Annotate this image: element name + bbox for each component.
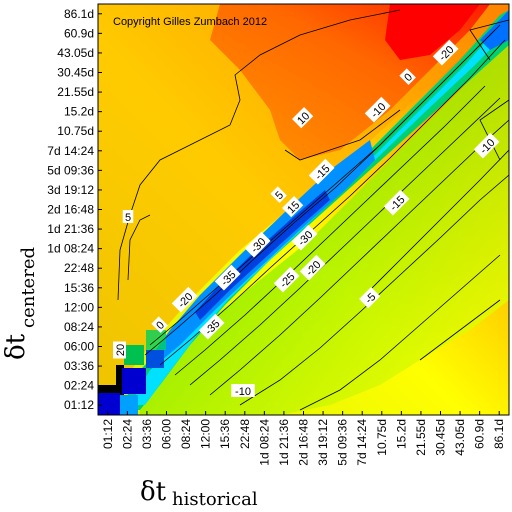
y-tick-label: 86.1d [64, 7, 94, 21]
x-tick-label: 02:24 [120, 419, 134, 449]
block-blue-a [98, 393, 120, 415]
x-tick-label: 12:00 [199, 419, 213, 449]
contour-label-text: 20 [115, 344, 127, 356]
contour-label: -5 [359, 287, 381, 309]
plot-area [98, 4, 509, 415]
peak-region [385, 4, 480, 60]
x-tick-label: 2d 16:48 [297, 419, 311, 466]
y-tick-label: 3d 19:12 [47, 183, 94, 197]
contour-label-bg [214, 264, 241, 291]
contour-label-bg [291, 224, 318, 251]
contour-label-bg [292, 107, 314, 129]
contour-label-bg [270, 186, 287, 203]
contour-labels: 1050-10-10-10-15-15-20-20-20-25-30-30-35… [113, 39, 500, 398]
y-tick-label: 08:24 [64, 320, 94, 334]
x-tick-label: 06:00 [160, 419, 174, 449]
contour-label-text: 5 [125, 212, 131, 224]
contour-label: 5 [122, 210, 134, 224]
y-tick-label: 5d 09:36 [47, 163, 94, 177]
contour-label-bg [359, 287, 381, 309]
block-blue-b [122, 368, 146, 394]
y-tick-label: 1d 08:24 [47, 242, 94, 256]
contour-label-bg [473, 132, 500, 159]
contour-label-bg [399, 68, 416, 85]
x-tick-label: 5d 09:36 [336, 419, 350, 466]
y-tick-label: 1d 21:36 [47, 222, 94, 236]
x-tick-label: 08:24 [179, 419, 193, 449]
contour-label-bg [171, 286, 198, 313]
contour-label-bg [122, 210, 134, 223]
contour-label-bg [198, 313, 225, 340]
warm-region [98, 4, 509, 400]
x-tick-label: 03:36 [140, 419, 154, 449]
contour-label-bg [231, 384, 255, 397]
x-tick-label: 01:12 [101, 419, 115, 449]
x-tick-label: 15:36 [218, 419, 232, 449]
y-axis-subscript: centered [18, 247, 39, 328]
contour-label-bg [151, 316, 168, 333]
contour-label: 20 [113, 341, 127, 359]
contour-label-bg [432, 39, 459, 66]
y-tick-label: 06:00 [64, 340, 94, 354]
contour-label: -10 [231, 384, 255, 398]
y-tick-label: 12:00 [64, 300, 94, 314]
x-axis-ticks: 01:12 02:24 03:36 06:00 08:24 12:00 15:36 22:48… [101, 411, 506, 466]
x-axis-title: δt historical [140, 477, 258, 510]
x-tick-label: 15.2d [394, 419, 408, 449]
x-tick-label: 21.55d [414, 419, 428, 456]
y-axis-symbol: δt [1, 333, 31, 360]
y-tick-label: 7d 14:24 [47, 144, 94, 158]
y-tick-label: 01:12 [64, 398, 94, 412]
low-region [140, 40, 509, 415]
contour-label-text: -10 [235, 386, 251, 398]
y-tick-label: 60.9d [64, 26, 94, 40]
block-cyan [120, 395, 138, 415]
contour-label-bg [364, 96, 391, 123]
block-green [124, 345, 144, 365]
x-tick-label: 7d 14:24 [355, 419, 369, 466]
contour-label-bg [299, 254, 326, 281]
contour-label-bg [244, 231, 271, 258]
x-axis-symbol: δt [140, 477, 167, 507]
y-tick-label: 15:36 [64, 281, 94, 295]
x-tick-label: 30.45d [434, 419, 448, 456]
x-tick-label: 1d 08:24 [257, 419, 271, 466]
y-tick-label: 2d 16:48 [47, 203, 94, 217]
contour-label-bg [113, 341, 126, 359]
y-tick-label: 21.55d [57, 85, 94, 99]
x-tick-label: 86.1d [492, 419, 506, 449]
y-tick-label: 02:24 [64, 379, 94, 393]
x-tick-label: 10.75d [375, 419, 389, 456]
x-tick-label: 22:48 [238, 419, 252, 449]
y-tick-label: 22:48 [64, 261, 94, 275]
copyright-text: Copyright Gilles Zumbach 2012 [113, 16, 267, 28]
contour-label: 0 [151, 316, 168, 333]
y-tick-label: 03:36 [64, 359, 94, 373]
contour-label-bg [308, 158, 335, 185]
block-blue-c [146, 350, 164, 368]
block-black-a [98, 385, 120, 393]
x-axis-subscript: historical [172, 489, 258, 510]
x-tick-label: 1d 21:36 [277, 419, 291, 466]
y-tick-label: 10.75d [57, 124, 94, 138]
x-tick-label: 43.05d [453, 419, 467, 456]
valley-deep [195, 190, 330, 320]
contour-label-bg [383, 189, 410, 216]
contour-label-bg [273, 266, 300, 293]
y-axis-ticks: 01:12 02:24 03:36 06:00 08:24 12:00 15:36 22:48… [47, 7, 102, 412]
y-axis-title: δt centered [1, 247, 39, 360]
y-tick-label: 15.2d [64, 105, 94, 119]
block-black-b [116, 365, 124, 395]
y-tick-label: 43.05d [57, 46, 94, 60]
x-tick-label: 3d 19:12 [316, 419, 330, 466]
contour-label-bg [282, 196, 304, 218]
x-tick-label: 60.9d [473, 419, 487, 449]
contour-label: 0 [399, 68, 416, 85]
y-tick-label: 30.45d [57, 66, 94, 80]
contour-label: 5 [270, 186, 287, 203]
